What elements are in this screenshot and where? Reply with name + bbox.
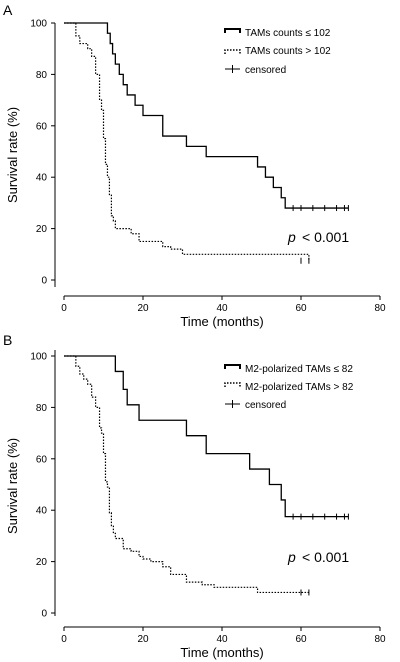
survival-curve-low <box>64 355 349 518</box>
x-tick-label: 20 <box>137 634 149 645</box>
p-value-text: < 0.001 <box>302 549 349 565</box>
legend-label-series-1: M2-polarized TAMs ≤ 82 <box>245 364 353 375</box>
survival-curves <box>64 355 349 596</box>
legend-line-solid <box>224 28 241 33</box>
legend-line-dotted <box>224 382 241 387</box>
panel-b: B 0 20 40 60 80 100 0 20 40 60 80 Survival rate (… <box>3 332 386 660</box>
y-tick-label: 100 <box>30 19 47 30</box>
legend-label-series-2: M2-polarized TAMs > 82 <box>245 382 354 393</box>
p-value-text: < 0.001 <box>302 229 349 245</box>
y-tick-label: 80 <box>36 403 48 414</box>
y-ticks: 0 20 40 60 80 100 <box>30 19 55 287</box>
x-axis-title: Time (months) <box>180 645 263 660</box>
legend-label-series-2: TAMs counts > 102 <box>245 46 331 57</box>
x-tick-label: 60 <box>295 303 307 314</box>
y-tick-label: 60 <box>36 121 48 132</box>
panel-a: A 0 20 40 60 80 100 0 20 40 60 80 Survival rate (… <box>3 2 386 329</box>
y-tick-label: 60 <box>36 454 48 465</box>
x-ticks: 0 20 40 60 80 <box>61 296 386 314</box>
panel-label-a: A <box>3 2 13 18</box>
x-tick-label: 80 <box>374 303 386 314</box>
y-tick-label: 0 <box>41 609 47 620</box>
x-tick-label: 40 <box>216 303 228 314</box>
x-tick-label: 0 <box>61 303 67 314</box>
p-value-label: p <box>287 549 296 565</box>
survival-curves <box>64 22 349 264</box>
x-axis-title: Time (months) <box>180 314 263 329</box>
survival-curve-high <box>64 22 310 261</box>
x-tick-label: 0 <box>61 634 67 645</box>
legend: M2-polarized TAMs ≤ 82 M2-polarized TAMs… <box>224 364 354 411</box>
panel-label-b: B <box>3 332 12 348</box>
y-ticks: 0 20 40 60 80 100 <box>30 352 55 620</box>
y-tick-label: 100 <box>30 352 47 363</box>
legend-label-series-1: TAMs counts ≤ 102 <box>245 28 331 39</box>
y-axis-title: Survival rate (%) <box>5 107 20 203</box>
legend-line-solid <box>224 364 241 369</box>
survival-curve-low <box>64 22 349 209</box>
legend-label-censored: censored <box>245 400 286 411</box>
p-value-label: p <box>287 229 296 245</box>
legend-line-dotted <box>224 49 241 54</box>
x-tick-label: 20 <box>137 303 149 314</box>
x-tick-label: 80 <box>374 634 386 645</box>
y-axis-title: Survival rate (%) <box>5 438 20 534</box>
p-value-annotation: p < 0.001 <box>287 229 349 245</box>
y-tick-label: 20 <box>36 224 48 235</box>
p-value-annotation: p < 0.001 <box>287 549 349 565</box>
x-tick-label: 60 <box>295 634 307 645</box>
y-tick-label: 80 <box>36 70 48 81</box>
legend-label-censored: censored <box>245 65 286 76</box>
legend: TAMs counts ≤ 102 TAMs counts > 102 cens… <box>224 28 331 76</box>
y-tick-label: 40 <box>36 173 48 184</box>
y-tick-label: 40 <box>36 506 48 517</box>
x-tick-label: 40 <box>216 634 228 645</box>
y-tick-label: 20 <box>36 557 48 568</box>
y-tick-label: 0 <box>41 276 47 287</box>
x-ticks: 0 20 40 60 80 <box>61 627 386 645</box>
